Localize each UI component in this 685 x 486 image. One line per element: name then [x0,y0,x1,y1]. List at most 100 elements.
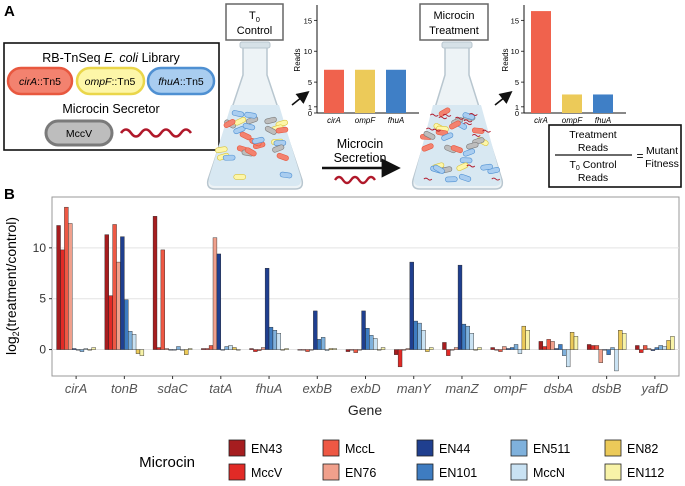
bar-exbB-MccN [324,349,330,351]
microcin-squiggle [423,177,433,181]
bar-manZ-MccV [446,349,451,356]
svg-text:fhuA::Tn5: fhuA::Tn5 [158,76,204,88]
svg-text:=: = [636,149,643,163]
bar-exbB-MccL [305,349,310,352]
svg-text:Mutant: Mutant [646,145,678,157]
bar-dsbB-EN511 [610,347,615,350]
svg-text:Treatment: Treatment [429,25,479,37]
bar-sdaC-EN76 [164,348,169,350]
bar-manY-EN82 [425,349,430,352]
bacterium-cell [433,164,445,174]
bar-cirA-EN101 [75,349,81,351]
bar-ompF-MccV [494,349,499,351]
legend-label-EN82: EN82 [627,442,658,456]
bacterium-cell [215,146,228,154]
legend-swatch-EN44 [416,439,434,457]
bar-dsbA-EN511 [562,349,567,356]
bacterium-cell [233,174,247,180]
mini-ytick-label: 5 [515,78,519,87]
panel-a-label: A [4,3,15,20]
bacterium-cell [480,163,493,171]
bar-tonB-MccN [131,334,137,350]
microcin-squiggle [438,116,448,120]
bar-manY-EN76 [405,348,411,350]
panel-b-label: B [4,186,15,203]
bar-tatA-EN82 [232,347,237,350]
bar-exbB-EN43 [297,349,302,351]
bar-yafD-EN82 [666,340,671,350]
bar-manZ-EN43 [442,342,447,350]
xtick-label-manZ: manZ [445,381,479,396]
bar-tatA-MccN [228,345,233,350]
legend-swatch-MccN [510,463,528,481]
microcin-squiggle [466,164,476,168]
mutant-fhuA-pill: fhuA::Tn5 [146,66,216,96]
bacterium-cell [222,154,236,161]
bacterium-cell [234,116,247,126]
mini-xtick-label: ompF [355,116,377,125]
xtick-label-exbD: exbD [350,381,380,396]
bacterium-cell [242,122,256,131]
control-flask-cells [215,110,293,180]
bar-ompF-EN112 [525,330,530,350]
bar-tonB-EN44 [120,236,125,350]
bar-dsbA-EN44 [554,348,559,350]
bar-cirA-EN44 [72,348,77,350]
legend-label-EN112: EN112 [627,466,664,480]
bar-cirA-EN511 [79,349,85,352]
bar-yafD-EN43 [635,345,640,350]
bar-tonB-EN76 [116,261,121,350]
bacterium-cell [244,111,257,119]
xtick-label-dsbA: dsbA [544,381,574,396]
bacterium-cell [445,176,458,183]
bar-exbD-EN511 [369,335,374,350]
bar-exbD-EN82 [377,349,382,351]
treatment-flask [411,41,504,190]
legend-swatch-EN43 [228,439,246,457]
bar-fhuA-EN76 [261,347,266,350]
mini-xtick-label: fhuA [388,116,404,125]
xtick-label-ompF: ompF [494,381,528,396]
fitness-formula-box: Treatment Reads T0 Control Reads = Mutan… [548,124,682,188]
bacterium-cell [423,130,436,140]
bar-dsbB-EN112 [622,333,627,350]
bar-yafD-EN112 [670,336,675,350]
microcin-squiggle [491,177,501,181]
bacterium-cell [450,145,463,154]
bacterium-cell [239,131,252,141]
mini-ytick-label: 0 [515,109,519,118]
ytick-label: 5 [39,292,46,306]
bar-manZ-MccN [469,333,474,350]
bar-cirA-EN112 [91,347,96,350]
legend-title: Microcin [139,454,195,471]
bar-yafD-EN76 [646,348,652,350]
bar-tonB-EN101 [124,299,129,350]
xtick-label-yafD: yafD [641,381,669,396]
mini-ytick-label: 1 [308,103,312,112]
bar-dsbA-EN43 [538,341,544,350]
xtick-label-sdaC: sdaC [157,381,188,396]
bacterium-cell [466,141,479,150]
bacterium-cell [459,157,473,164]
mini-ytick-label: 5 [308,78,312,87]
mini-ytick-label: 10 [511,47,519,56]
microcin-squiggle [429,113,439,117]
bar-manZ-MccL [450,349,455,351]
bar-fhuA-EN44 [264,267,270,350]
bar-fhuA-EN43 [249,348,254,350]
bar-manZ-EN511 [465,325,470,350]
bar-tatA-EN43 [201,348,206,350]
control-flask [206,41,304,190]
bar-dsbA-MccV [542,346,547,350]
bar-dsbB-EN82 [618,330,623,350]
library-title: RB-TnSeq E. coli Library [42,51,180,65]
legend-label-MccL: MccL [345,442,375,456]
bar-manY-EN44 [409,261,414,350]
bar-sdaC-EN44 [168,349,173,351]
mini-bar-ompF [355,69,375,113]
bar-fhuA-EN82 [280,349,285,351]
bar-yafD-EN44 [650,349,656,351]
